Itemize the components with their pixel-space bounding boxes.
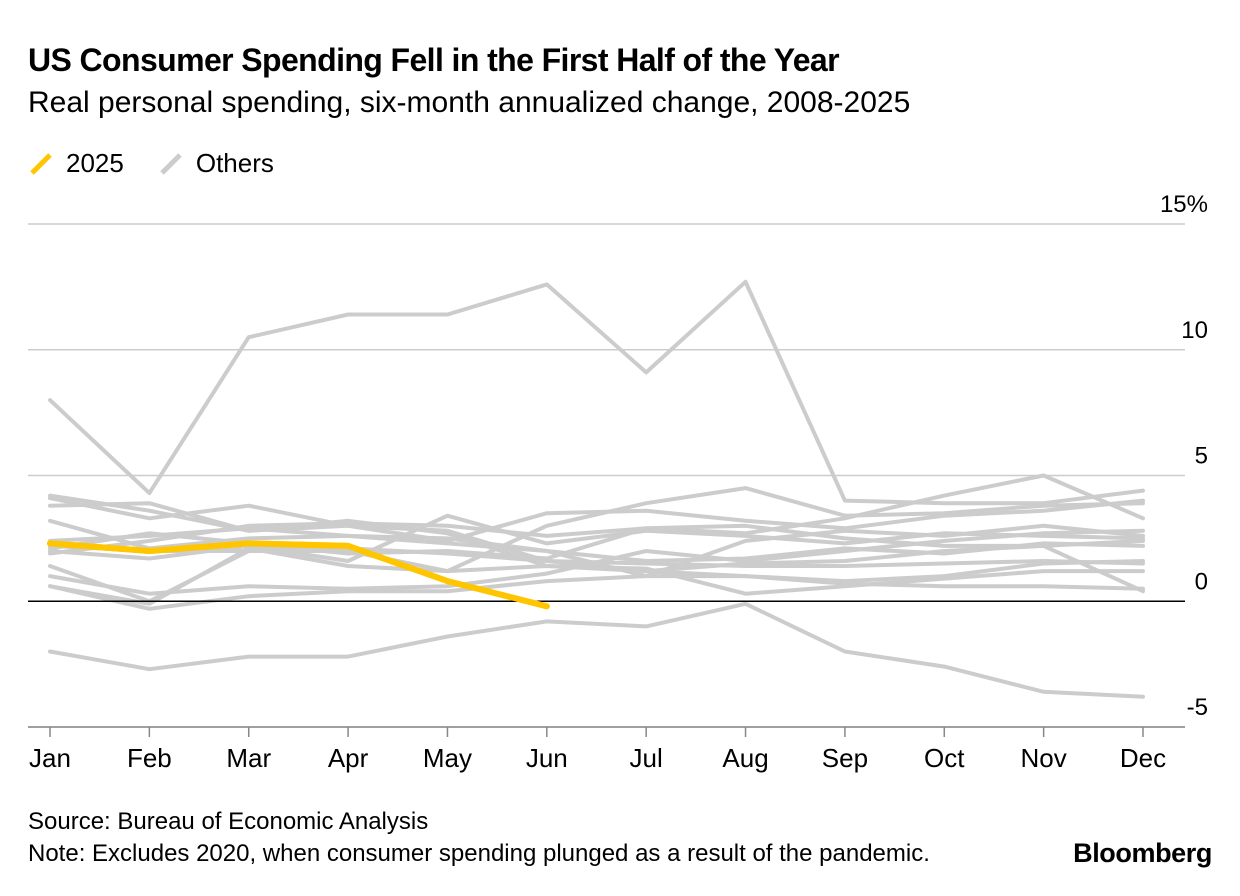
y-tick-label: 15% xyxy=(1160,191,1208,218)
legend-item-others: Others xyxy=(158,148,274,179)
y-tick-label: 0 xyxy=(1195,568,1208,595)
legend-swatch-others xyxy=(160,152,182,175)
x-tick-label: Oct xyxy=(924,743,965,773)
chart-subtitle: Real personal spending, six-month annual… xyxy=(28,86,911,119)
series-line-others xyxy=(48,513,1145,563)
series-line-others xyxy=(48,559,1145,611)
x-tick-label: Nov xyxy=(1021,743,1067,773)
x-tick-label: Dec xyxy=(1120,743,1166,773)
x-tick-label: Jun xyxy=(526,743,568,773)
legend-swatch-2025 xyxy=(30,152,52,175)
x-tick-label: May xyxy=(423,743,472,773)
source-note: Source: Bureau of Economic Analysis xyxy=(28,808,429,835)
x-tick-label: Mar xyxy=(226,743,271,773)
x-tick-label: Feb xyxy=(127,743,172,773)
chart-title: US Consumer Spending Fell in the First H… xyxy=(28,42,840,78)
x-tick-label: Jul xyxy=(630,743,663,773)
legend-label-others: Others xyxy=(195,148,274,178)
legend-label-2025: 2025 xyxy=(66,148,124,178)
x-tick-label: Apr xyxy=(328,743,369,773)
x-tick-label: Sep xyxy=(822,743,868,773)
x-tick-label: Aug xyxy=(722,743,768,773)
y-tick-label: 5 xyxy=(1195,443,1208,470)
series-line-2025-top xyxy=(47,540,550,610)
y-tick-label: -5 xyxy=(1187,694,1208,721)
series-line-others xyxy=(48,473,1145,556)
series-line-others xyxy=(48,498,1145,543)
series-line-others xyxy=(48,546,1145,606)
series-line-others xyxy=(48,279,1145,506)
legend: 2025 Others xyxy=(28,148,294,179)
bloomberg-logo: Bloomberg xyxy=(1073,838,1212,868)
x-tick-label: Jan xyxy=(29,743,71,773)
legend-item-2025: 2025 xyxy=(28,148,124,179)
series-line-others xyxy=(48,543,1145,568)
footnote: Note: Excludes 2020, when consumer spend… xyxy=(28,840,930,867)
series-line-others xyxy=(48,601,1145,699)
y-tick-label: 10 xyxy=(1181,317,1208,344)
